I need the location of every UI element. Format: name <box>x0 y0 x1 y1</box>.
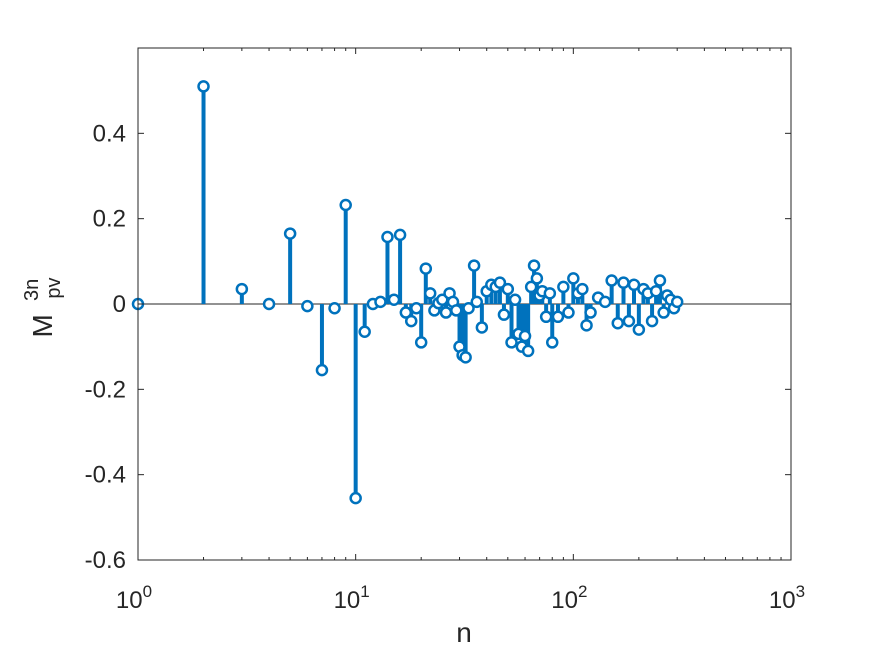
stem-marker <box>349 491 362 505</box>
stem-marker <box>649 284 663 298</box>
stem-marker <box>235 282 249 296</box>
stem-marker <box>645 314 659 328</box>
y-axis-ticks: 0.4 0.2 0 -0.2 -0.4 -0.6 <box>85 120 791 574</box>
stem-marker <box>439 306 453 319</box>
y-tick-label: -0.4 <box>85 462 126 489</box>
stem-marker <box>475 321 489 334</box>
y-label-base: M <box>27 314 58 337</box>
x-tick-label: 103 <box>769 582 805 614</box>
stem-marker <box>501 282 515 296</box>
stem-marker <box>653 274 667 287</box>
stem-marker <box>399 306 413 319</box>
stem-marker <box>467 259 481 272</box>
stem-marker <box>527 259 541 272</box>
stem-marker <box>262 297 276 311</box>
stem-marker <box>530 272 544 285</box>
y-tick-label: 0 <box>113 291 126 318</box>
stem-marker <box>381 230 394 244</box>
stem-marker <box>617 276 630 289</box>
x-axis-ticks: 100 101 102 103 <box>116 48 805 614</box>
stem-marker <box>545 336 559 349</box>
x-axis-label: n <box>456 617 472 648</box>
stem-marker <box>670 295 684 309</box>
y-axis-label: M 3n pv <box>13 271 65 338</box>
stem-marker <box>580 319 593 332</box>
stem-marker <box>315 363 329 377</box>
stem-marker <box>505 336 518 349</box>
stem-marker <box>518 329 532 343</box>
stem-marker <box>611 316 625 330</box>
stem-marker <box>632 323 646 336</box>
stem-marker <box>462 302 475 315</box>
stem-marker <box>557 280 570 294</box>
y-tick-label: -0.2 <box>85 376 126 403</box>
stem-marker <box>339 198 352 212</box>
stem-marker <box>404 314 418 328</box>
stem-marker <box>584 306 597 319</box>
y-tick-label: -0.6 <box>85 547 126 574</box>
stem-marker <box>622 314 636 328</box>
stem-marker <box>393 228 407 242</box>
stem-marker <box>567 272 580 285</box>
stem-marker <box>543 287 557 300</box>
stem-marker <box>283 227 297 240</box>
stem-marker <box>410 302 423 315</box>
stem-marker <box>539 310 553 324</box>
stem-marker <box>598 295 612 309</box>
stem-marker <box>497 308 511 321</box>
stem-marker <box>508 293 522 306</box>
stem-marker <box>387 293 401 306</box>
stem-marker <box>470 295 484 309</box>
stem-marker <box>605 274 618 287</box>
x-tick-label: 100 <box>116 582 152 614</box>
svg-text:M 3n pv: M 3n pv <box>13 271 65 338</box>
stem-marker <box>197 80 210 93</box>
markers-group <box>131 80 684 505</box>
stem-marker <box>524 280 538 294</box>
stem-marker <box>521 344 535 358</box>
stem-marker <box>419 262 433 275</box>
stem-marker <box>562 306 575 319</box>
stem-marker <box>459 351 472 364</box>
stem-marker <box>493 276 507 289</box>
y-label-subscript: pv <box>43 277 65 298</box>
stem-marker <box>423 287 437 300</box>
x-tick-label: 102 <box>551 582 587 614</box>
stem-marker <box>657 306 670 319</box>
stem-marker <box>576 282 589 296</box>
stem-marker <box>414 336 428 349</box>
stem-marker <box>358 325 371 338</box>
stem-marker <box>328 302 341 315</box>
y-tick-label: 0.2 <box>93 206 126 233</box>
stem-marker <box>301 299 314 313</box>
stem-marker <box>450 304 463 317</box>
stem-marker <box>551 310 565 324</box>
stem-marker <box>374 295 387 309</box>
y-label-superscript: 3n <box>21 279 43 301</box>
x-tick-label: 101 <box>334 582 370 614</box>
y-tick-label: 0.4 <box>93 120 126 147</box>
